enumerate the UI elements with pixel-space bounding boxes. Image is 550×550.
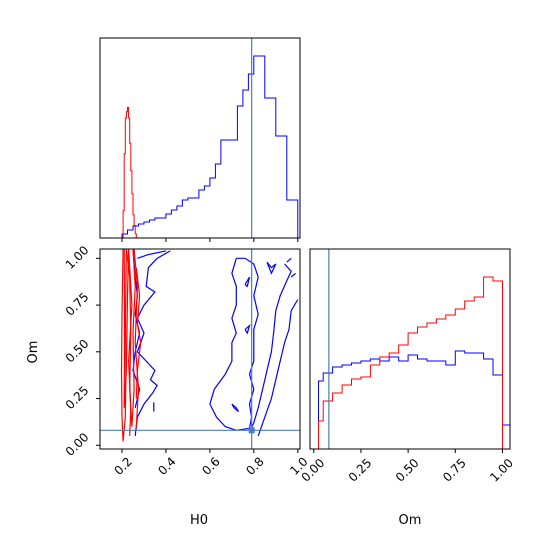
- h0-hist-frame: [99, 37, 301, 239]
- blue-contour: [209, 257, 259, 431]
- joint-contour-panel: 0.2 0.4 0.6 0.8 1.00.000.250.500.751.00: [63, 243, 311, 478]
- joint-frame: [99, 248, 301, 450]
- om-histogram-panel: 0.00 0.25 0.50 0.75 1.00: [299, 248, 516, 485]
- om-hist-blue: [313, 350, 511, 450]
- om-x-tick-label: 0.75: [440, 456, 469, 485]
- om-hist-red: [313, 276, 503, 450]
- h0-hist-red: [122, 107, 137, 239]
- h0-histogram-panel: [99, 37, 301, 242]
- joint-y-tick-label: 0.00: [63, 430, 92, 459]
- x-axis-label-h0: H0: [190, 513, 208, 528]
- blue-contour: [257, 299, 299, 437]
- red-contour: [135, 267, 142, 399]
- joint-y-tick-label: 0.25: [63, 383, 92, 412]
- blue-contour: [231, 403, 240, 413]
- joint-y-tick-label: 0.75: [63, 290, 92, 319]
- h0-hist-blue: [100, 55, 299, 239]
- joint-y-tick-label: 1.00: [63, 243, 92, 272]
- red-contour: [133, 249, 140, 427]
- om-hist-frame: [309, 248, 511, 450]
- joint-x-tick-label: 0.2: [111, 454, 134, 477]
- blue-contour: [244, 276, 251, 288]
- red-contour: [120, 249, 127, 442]
- x-axis-label-om: Om: [399, 513, 422, 528]
- y-axis-label-om: Om: [26, 341, 41, 364]
- om-x-tick-label: 0.50: [393, 456, 422, 485]
- blue-contour: [244, 323, 251, 335]
- om-x-tick-label: 1.00: [487, 456, 516, 485]
- red-contour: [123, 249, 130, 408]
- joint-x-tick-label: 0.4: [155, 454, 178, 477]
- joint-x-tick-label: 0.8: [243, 454, 266, 477]
- blue-contour: [290, 272, 296, 278]
- blue-contour: [134, 250, 171, 436]
- blue-contour: [286, 257, 292, 263]
- om-x-tick-label: 0.25: [346, 456, 375, 485]
- red-contour: [127, 249, 133, 436]
- red-contour: [125, 249, 136, 427]
- joint-contour-group: [100, 249, 300, 449]
- joint-x-tick-label: 0.6: [199, 454, 222, 477]
- blue-contour: [266, 261, 277, 275]
- joint-y-tick-label: 0.50: [63, 337, 92, 366]
- blue-contour: [137, 250, 167, 259]
- joint-truth-marker: [248, 427, 255, 434]
- blue-contour: [248, 263, 292, 433]
